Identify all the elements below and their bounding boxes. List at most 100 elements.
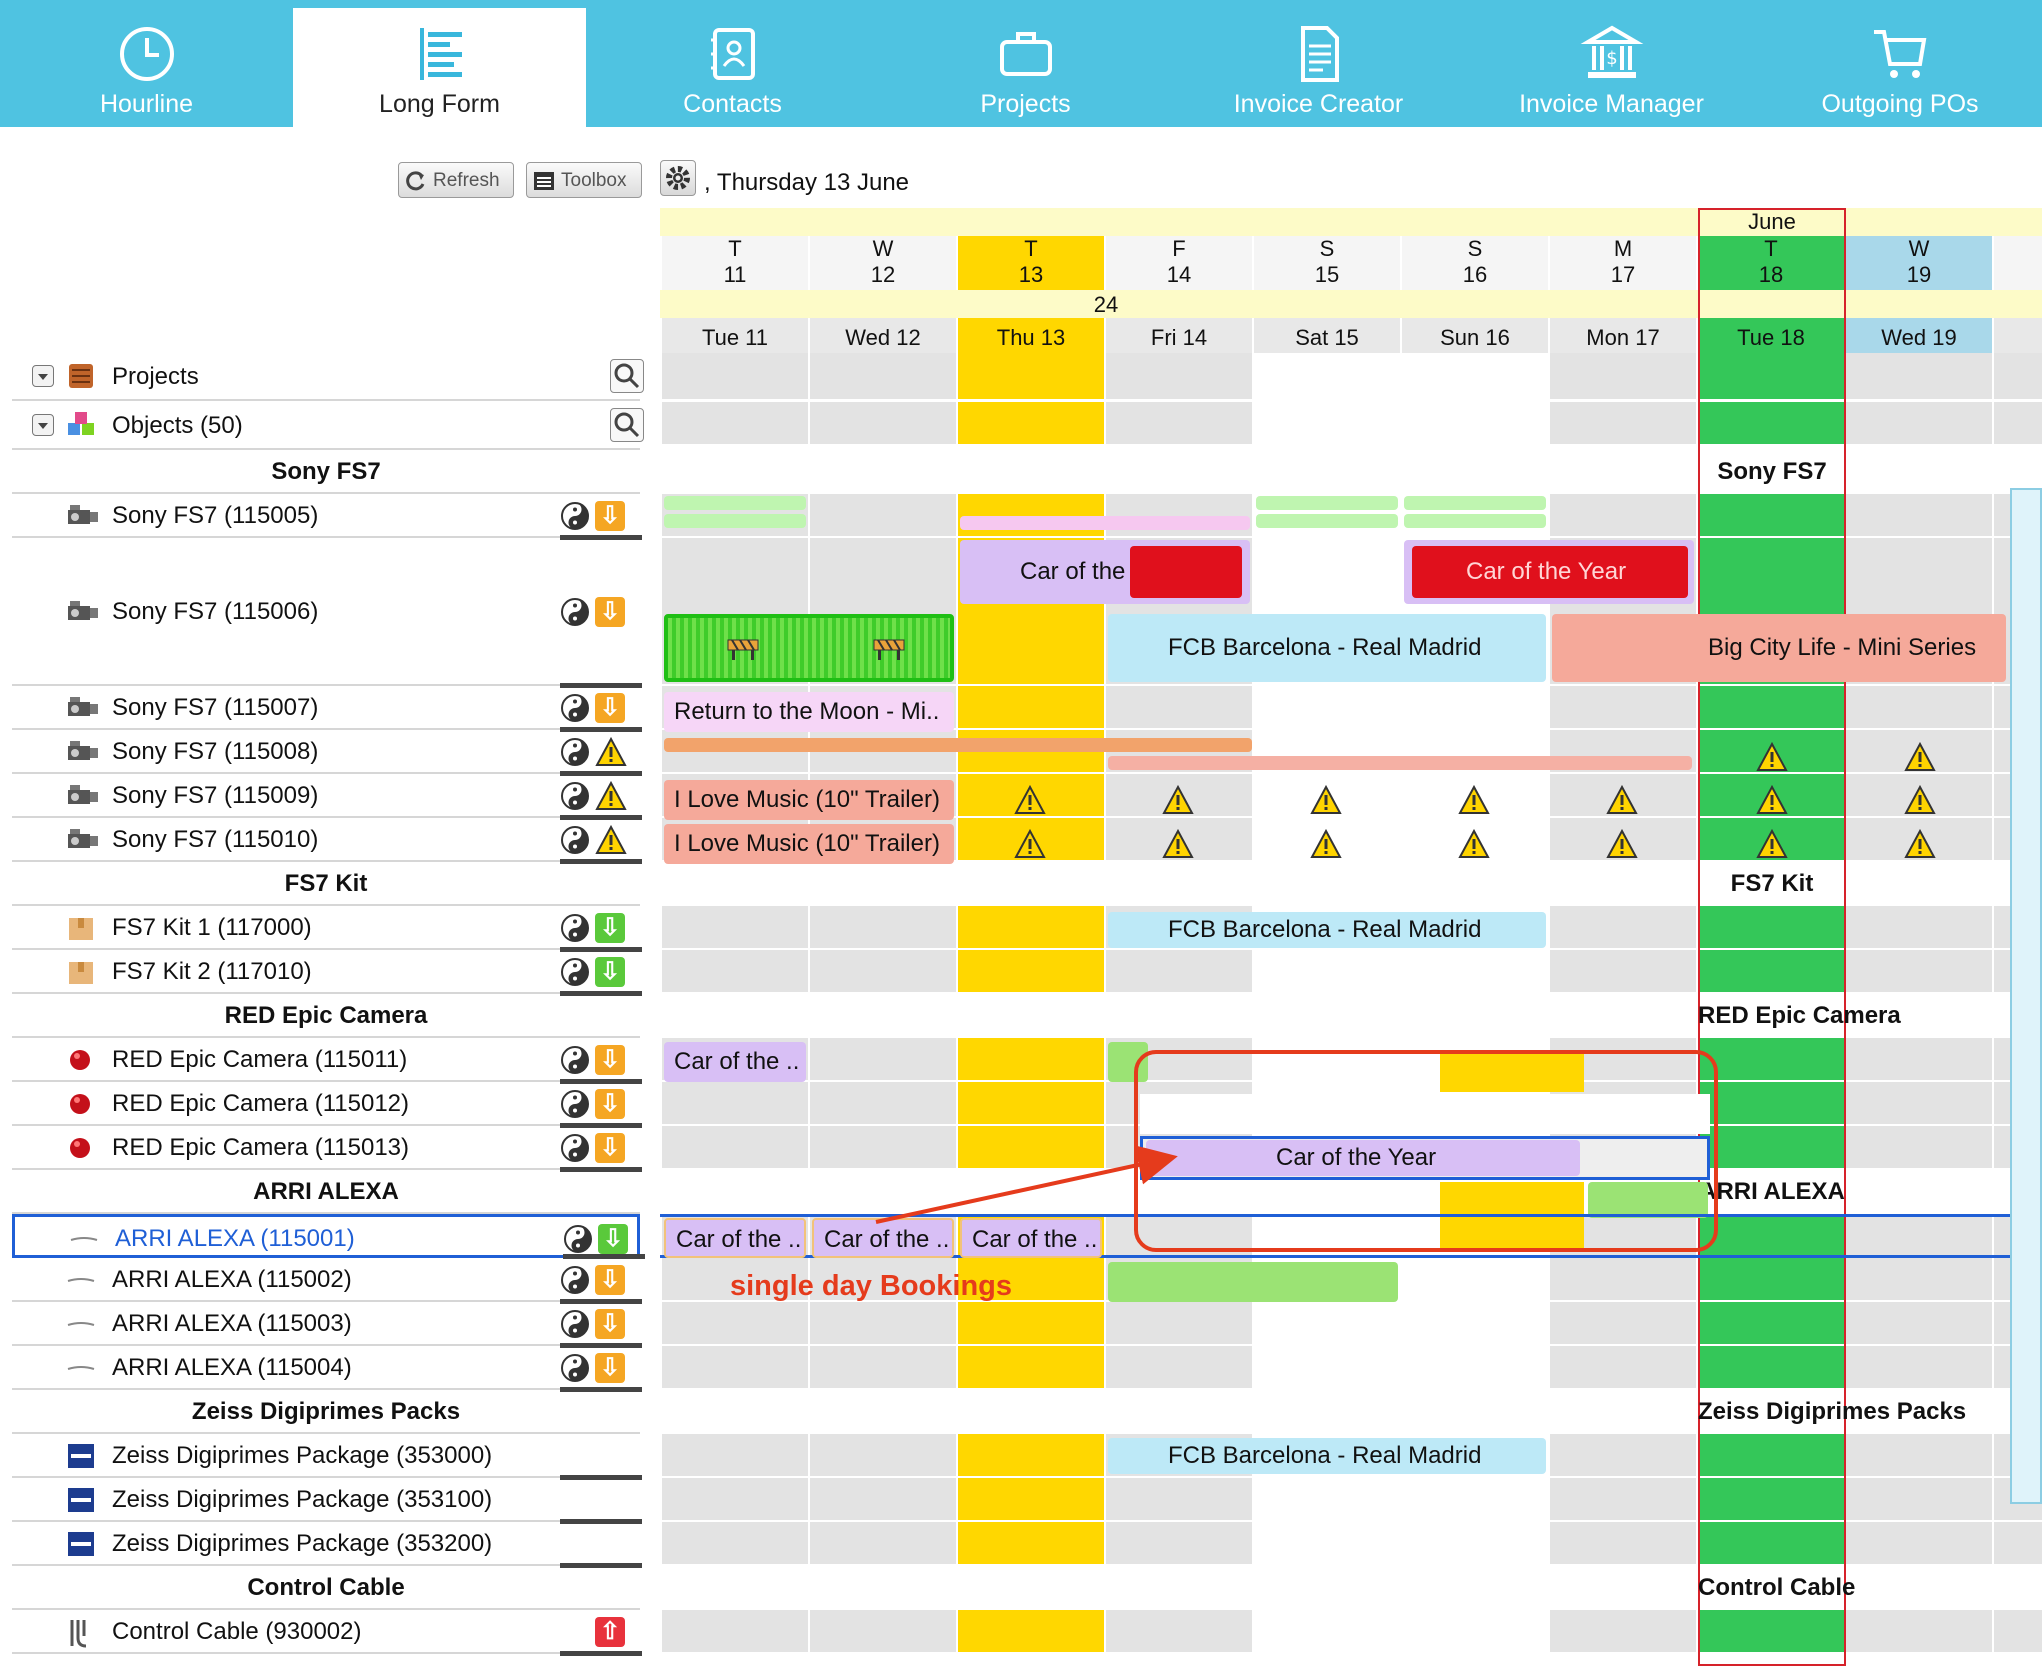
availability-icon[interactable] <box>560 781 590 811</box>
availability-icon[interactable] <box>560 597 590 627</box>
day-label[interactable]: Tue 11 <box>662 318 808 358</box>
download-arrow-icon[interactable]: ⇩ <box>595 1089 625 1119</box>
booking-bar[interactable] <box>664 738 1252 752</box>
booking-maintenance[interactable] <box>664 614 954 682</box>
booking-return-moon[interactable]: Return to the Moon - Mi.. <box>664 692 954 732</box>
booking-big-city[interactable]: Big City Life - Mini Series <box>1708 634 1977 661</box>
booking-bar[interactable] <box>664 514 806 528</box>
objects-row[interactable]: Objects (50) <box>12 402 644 450</box>
availability-icon[interactable] <box>560 1309 590 1339</box>
availability-icon[interactable] <box>560 1353 590 1383</box>
booking-bar[interactable] <box>1256 514 1398 528</box>
resource-row[interactable]: Sony FS7 (115007) ⇩ <box>12 686 642 732</box>
availability-icon[interactable] <box>560 913 590 943</box>
booking-bar[interactable] <box>1130 546 1242 598</box>
toolbox-button[interactable]: Toolbox <box>526 162 642 198</box>
booking-bar[interactable] <box>1108 1262 1398 1302</box>
booking-love-music[interactable]: I Love Music (10" Trailer) <box>664 780 954 820</box>
tab-hourline[interactable]: Hourline <box>0 8 293 127</box>
day-label[interactable]: Wed 19 <box>1846 318 1992 358</box>
day-header[interactable]: T 11 <box>662 236 808 290</box>
warning-icon[interactable] <box>595 824 627 855</box>
day-label[interactable]: Tue 18 <box>1698 318 1844 358</box>
day-label[interactable]: Sun 16 <box>1402 318 1548 358</box>
day-label[interactable]: Sat 15 <box>1254 318 1400 358</box>
day-header[interactable]: W 19 <box>1846 236 1992 290</box>
day-label[interactable]: Wed 12 <box>810 318 956 358</box>
day-header[interactable]: S 15 <box>1254 236 1400 290</box>
resource-row[interactable]: Sony FS7 (115005) ⇩ <box>12 494 642 540</box>
resource-row[interactable]: Control Cable (930002) ⇧ <box>12 1610 642 1656</box>
day-label[interactable]: Mon 17 <box>1550 318 1696 358</box>
tab-long-form[interactable]: Long Form <box>293 8 586 127</box>
availability-icon[interactable] <box>560 957 590 987</box>
booking-car-short[interactable]: Car of the .. <box>960 1218 1102 1258</box>
day-label[interactable]: Thu 13 <box>958 318 1104 358</box>
tab-contacts[interactable]: Contacts <box>586 8 879 127</box>
booking-bar[interactable] <box>1588 1182 1708 1218</box>
day-label[interactable]: Fri 14 <box>1106 318 1252 358</box>
availability-icon[interactable] <box>560 693 590 723</box>
booking-bar[interactable] <box>1108 756 1692 770</box>
search-button[interactable] <box>610 359 644 393</box>
booking-bar[interactable] <box>1552 614 2006 682</box>
download-arrow-icon[interactable]: ⇩ <box>595 597 625 627</box>
day-header[interactable]: W 12 <box>810 236 956 290</box>
warning-icon[interactable] <box>595 780 627 811</box>
resource-row[interactable]: RED Epic Camera (115012) ⇩ <box>12 1082 642 1128</box>
download-arrow-icon[interactable]: ⇩ <box>595 1133 625 1163</box>
tab-outgoing-pos[interactable]: Outgoing POs <box>1758 8 2042 127</box>
availability-icon[interactable] <box>560 1045 590 1075</box>
booking-car-short[interactable]: Car of the .. <box>664 1042 806 1082</box>
resource-row[interactable]: RED Epic Camera (115013) ⇩ <box>12 1126 642 1172</box>
download-arrow-icon[interactable]: ⇩ <box>595 693 625 723</box>
availability-icon[interactable] <box>560 737 590 767</box>
booking-bar[interactable] <box>960 516 1250 530</box>
resource-row[interactable]: ARRI ALEXA (115001) ⇩ <box>12 1214 645 1259</box>
resource-row[interactable]: Sony FS7 (115008) <box>12 730 642 776</box>
tab-invoice-creator[interactable]: Invoice Creator <box>1172 8 1465 127</box>
booking-fcb[interactable]: FCB Barcelona - Real Madrid <box>1108 614 1546 682</box>
refresh-button[interactable]: Refresh <box>398 162 514 198</box>
settings-button[interactable] <box>660 160 696 196</box>
resource-row[interactable]: RED Epic Camera (115011) ⇩ <box>12 1038 642 1084</box>
day-header[interactable]: T 18 <box>1698 236 1844 290</box>
availability-icon[interactable] <box>560 1089 590 1119</box>
download-arrow-icon[interactable]: ⇩ <box>595 1309 625 1339</box>
booking-car-of-the-year[interactable]: Car of the Year <box>1146 1140 1580 1176</box>
day-header[interactable]: F 14 <box>1106 236 1252 290</box>
resource-row[interactable]: Sony FS7 (115006) ⇩ <box>12 538 642 688</box>
booking-bar[interactable] <box>1256 496 1398 510</box>
resource-row[interactable]: ARRI ALEXA (115003) ⇩ <box>12 1302 642 1348</box>
download-arrow-icon[interactable]: ⇩ <box>595 1045 625 1075</box>
projects-row[interactable]: Projects <box>12 353 644 401</box>
availability-icon[interactable] <box>560 1133 590 1163</box>
download-arrow-icon[interactable]: ⇩ <box>598 1224 628 1254</box>
download-arrow-icon[interactable]: ⇩ <box>595 913 625 943</box>
download-arrow-icon[interactable]: ⇩ <box>595 1265 625 1295</box>
booking-bar[interactable] <box>664 496 806 510</box>
availability-icon[interactable] <box>560 501 590 531</box>
resource-row[interactable]: Zeiss Digiprimes Package (353000) <box>12 1434 642 1480</box>
warning-icon[interactable] <box>595 736 627 767</box>
day-header[interactable]: S 16 <box>1402 236 1548 290</box>
resource-row[interactable]: ARRI ALEXA (115004) ⇩ <box>12 1346 642 1392</box>
availability-icon[interactable] <box>560 825 590 855</box>
collapse-toggle[interactable] <box>32 365 54 387</box>
booking-car-of-the-year[interactable]: Car of the Year <box>1412 546 1688 598</box>
booking-car-short[interactable]: Car of the .. <box>664 1218 806 1258</box>
day-label[interactable]: T <box>1994 318 2042 358</box>
resource-row[interactable]: Zeiss Digiprimes Package (353200) <box>12 1522 642 1568</box>
resource-row[interactable]: ARRI ALEXA (115002) ⇩ <box>12 1258 642 1304</box>
day-header[interactable]: T 13 <box>958 236 1104 290</box>
day-header[interactable]: M 17 <box>1550 236 1696 290</box>
tab-projects[interactable]: Projects <box>879 8 1172 127</box>
upload-arrow-icon[interactable]: ⇧ <box>595 1617 625 1647</box>
day-header[interactable] <box>1994 236 2042 290</box>
booking-fcb[interactable]: FCB Barcelona - Real Madrid <box>1108 1438 1546 1474</box>
booking-bar[interactable] <box>1404 514 1546 528</box>
availability-icon[interactable] <box>560 1265 590 1295</box>
resource-row[interactable]: FS7 Kit 2 (117010) ⇩ <box>12 950 642 996</box>
tab-invoice-manager[interactable]: $ Invoice Manager <box>1465 8 1758 127</box>
booking-car-short[interactable]: Car of the .. <box>812 1218 954 1258</box>
